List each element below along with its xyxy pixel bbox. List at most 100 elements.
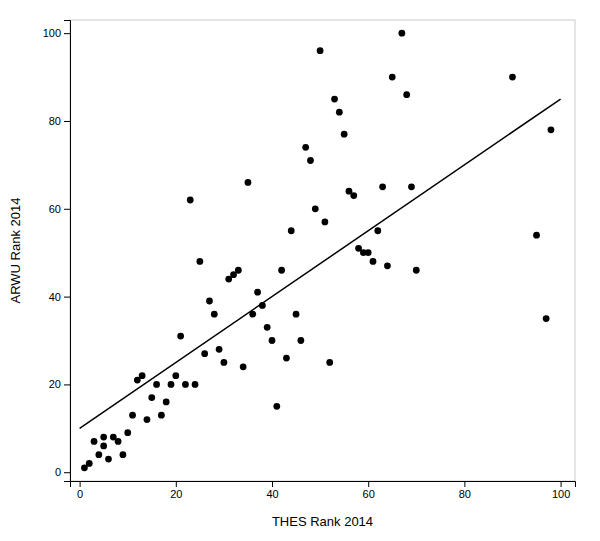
- point: [379, 183, 386, 190]
- point: [269, 337, 276, 344]
- tick: 0: [55, 466, 70, 478]
- tick-label: 60: [363, 488, 375, 500]
- point: [100, 442, 107, 449]
- point: [297, 337, 304, 344]
- plot-frame: [70, 20, 575, 481]
- point: [365, 249, 372, 256]
- point: [148, 394, 155, 401]
- point: [398, 30, 405, 37]
- point: [326, 359, 333, 366]
- point: [105, 456, 112, 463]
- point: [322, 219, 329, 226]
- point: [129, 412, 136, 419]
- tick: 20: [49, 378, 70, 390]
- point: [307, 157, 314, 164]
- tick: 40: [266, 481, 278, 500]
- point: [168, 381, 175, 388]
- point: [221, 359, 228, 366]
- tick-mark: [64, 472, 70, 473]
- point: [336, 109, 343, 116]
- tick-mark: [561, 481, 562, 487]
- plot-area: 0 20 40 60 80 100 0 20 40 60 80 100: [43, 20, 576, 500]
- point: [374, 227, 381, 234]
- tick-mark: [64, 121, 70, 122]
- tick-mark: [80, 481, 81, 487]
- point: [240, 363, 247, 370]
- point: [211, 311, 218, 318]
- point: [115, 438, 122, 445]
- point: [177, 333, 184, 340]
- point: [206, 298, 213, 305]
- tick-label: 40: [266, 488, 278, 500]
- tick: 40: [49, 291, 70, 303]
- point: [533, 232, 540, 239]
- point: [312, 205, 319, 212]
- point: [216, 346, 223, 353]
- tick: 80: [49, 115, 70, 127]
- y-axis: 0 20 40 60 80 100: [43, 21, 71, 482]
- point: [389, 74, 396, 81]
- regression-line: [80, 99, 561, 428]
- point: [548, 126, 555, 133]
- chart: 020406080100020406080100THES Rank 2014AR…: [0, 0, 600, 541]
- tick-label: 100: [43, 27, 61, 39]
- point: [331, 96, 338, 103]
- axis-line: [64, 21, 71, 482]
- tick-label: 20: [170, 488, 182, 500]
- point: [120, 451, 127, 458]
- point: [144, 416, 151, 423]
- tick-mark: [64, 209, 70, 210]
- point: [278, 267, 285, 274]
- tick: 60: [49, 203, 70, 215]
- tick: 60: [363, 481, 375, 500]
- tick: 20: [170, 481, 182, 500]
- point: [302, 144, 309, 151]
- tick: 0: [77, 481, 83, 500]
- tick-mark: [176, 481, 177, 487]
- point: [403, 91, 410, 98]
- tick: 100: [43, 27, 70, 39]
- tick-label: 60: [49, 203, 61, 215]
- tick-label: 80: [459, 488, 471, 500]
- point: [172, 372, 179, 379]
- point: [124, 429, 131, 436]
- point: [139, 372, 146, 379]
- point: [245, 179, 252, 186]
- tick: 100: [552, 481, 570, 500]
- point: [235, 267, 242, 274]
- tick-label: 0: [77, 488, 83, 500]
- tick-mark: [64, 297, 70, 298]
- point: [543, 315, 550, 322]
- point: [350, 192, 357, 199]
- point: [288, 227, 295, 234]
- tick-label: 0: [55, 466, 61, 478]
- tick: 80: [459, 481, 471, 500]
- tick-label: 20: [49, 378, 61, 390]
- point: [95, 451, 102, 458]
- point: [187, 197, 194, 204]
- point: [91, 438, 98, 445]
- tick-label: 80: [49, 115, 61, 127]
- point: [413, 267, 420, 274]
- point: [254, 289, 261, 296]
- point: [182, 381, 189, 388]
- point: [86, 460, 93, 467]
- marks: [80, 30, 561, 471]
- point: [201, 350, 208, 357]
- point: [264, 324, 271, 331]
- point: [153, 381, 160, 388]
- point: [317, 47, 324, 54]
- tick-mark: [368, 481, 369, 487]
- point: [283, 355, 290, 362]
- tick-mark: [64, 384, 70, 385]
- tick-mark: [464, 481, 465, 487]
- tick-mark: [272, 481, 273, 487]
- point: [192, 381, 199, 388]
- point: [273, 403, 280, 410]
- point: [384, 262, 391, 269]
- tick-mark: [64, 33, 70, 34]
- point: [100, 434, 107, 441]
- axis-line: [71, 482, 576, 488]
- point: [509, 74, 516, 81]
- tick-label: 100: [552, 488, 570, 500]
